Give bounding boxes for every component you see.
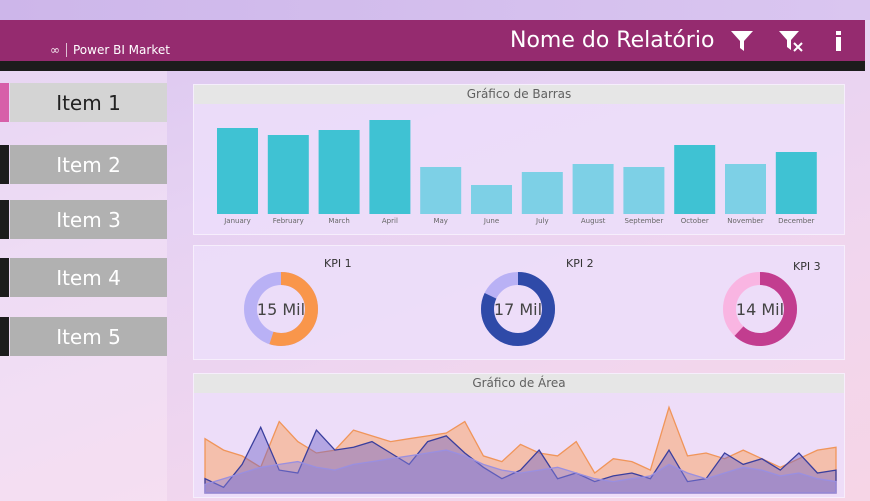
bar-february[interactable] (267, 135, 309, 214)
kpi-panel: 15 Mil KPI 1 17 Mil KPI 2 14 Mil KPI 3 (193, 245, 845, 360)
area-chart-title: Gráfico de Área (194, 374, 844, 393)
clear-filter-icon[interactable] (778, 29, 804, 57)
bar-july[interactable] (521, 172, 563, 214)
kpi1-donut-value[interactable] (244, 272, 318, 346)
filter-icon[interactable] (730, 29, 754, 57)
bar-label-april: April (382, 217, 398, 225)
bar-chart-title: Gráfico de Barras (194, 85, 844, 104)
bar-november[interactable] (725, 164, 766, 214)
brand-logo: ∞ Power BI Market (50, 43, 170, 57)
kpi2-value: 17 Mil (494, 300, 542, 319)
bar-label-december: December (778, 217, 814, 225)
nav-item-2[interactable]: Item 2 (10, 145, 167, 184)
nav-marker-2 (0, 145, 9, 184)
nav-item-3[interactable]: Item 3 (10, 200, 167, 239)
infinity-icon: ∞ (50, 43, 60, 57)
bar-october[interactable] (674, 145, 716, 214)
bar-label-july: July (535, 217, 549, 225)
area-chart (204, 405, 837, 494)
bar-label-june: June (483, 217, 499, 225)
nav-item-5[interactable]: Item 5 (10, 317, 167, 356)
top-strip (0, 0, 870, 20)
kpi2-donut-value[interactable] (481, 272, 555, 346)
logo-divider (66, 43, 67, 57)
kpi3-label: KPI 3 (793, 260, 821, 273)
bar-chart-panel: Gráfico de Barras January February March Ap… (193, 84, 845, 235)
bar-may[interactable] (420, 167, 462, 214)
report-title: Nome do Relatório (510, 28, 715, 53)
bar-june[interactable] (471, 185, 512, 214)
area-chart-panel: Gráfico de Área (193, 373, 845, 498)
bar-label-september: September (625, 217, 664, 225)
nav-item-1[interactable]: Item 1 (10, 83, 167, 122)
nav-marker-1 (0, 83, 9, 122)
nav-marker-4 (0, 258, 9, 297)
bar-march[interactable] (318, 130, 360, 214)
kpi-donuts: 15 Mil KPI 1 17 Mil KPI 2 14 Mil KPI 3 (244, 257, 821, 346)
kpi3-value: 14 Mil (736, 300, 784, 319)
header-underline (0, 61, 865, 71)
bar-label-may: May (433, 217, 447, 225)
info-icon[interactable] (833, 29, 845, 57)
area-series-2[interactable] (204, 425, 837, 494)
bar-december[interactable] (775, 152, 817, 214)
nav-marker-3 (0, 200, 9, 239)
bar-april[interactable] (369, 120, 411, 214)
kpi2-label: KPI 2 (566, 257, 594, 270)
bar-september[interactable] (623, 167, 665, 214)
kpi1-label: KPI 1 (324, 257, 352, 270)
bar-label-november: November (727, 217, 764, 225)
bar-label-january: January (223, 217, 251, 225)
nav-marker-5 (0, 317, 9, 356)
bar-label-october: October (681, 217, 709, 225)
report-header: ∞ Power BI Market Nome do Relatório (0, 20, 865, 61)
area-series-3[interactable] (204, 449, 837, 494)
bar-label-march: March (328, 217, 349, 225)
brand-name: Power BI Market (73, 43, 170, 57)
area-series-1[interactable] (204, 405, 837, 494)
kpi3-donut-value[interactable] (723, 272, 797, 346)
bar-label-august: August (581, 217, 606, 225)
bar-august[interactable] (572, 164, 614, 214)
bar-label-february: February (273, 217, 304, 225)
bar-chart: January February March April May June July Augu… (217, 120, 817, 225)
nav-item-4[interactable]: Item 4 (10, 258, 167, 297)
bar-january[interactable] (217, 128, 258, 214)
kpi1-value: 15 Mil (257, 300, 305, 319)
